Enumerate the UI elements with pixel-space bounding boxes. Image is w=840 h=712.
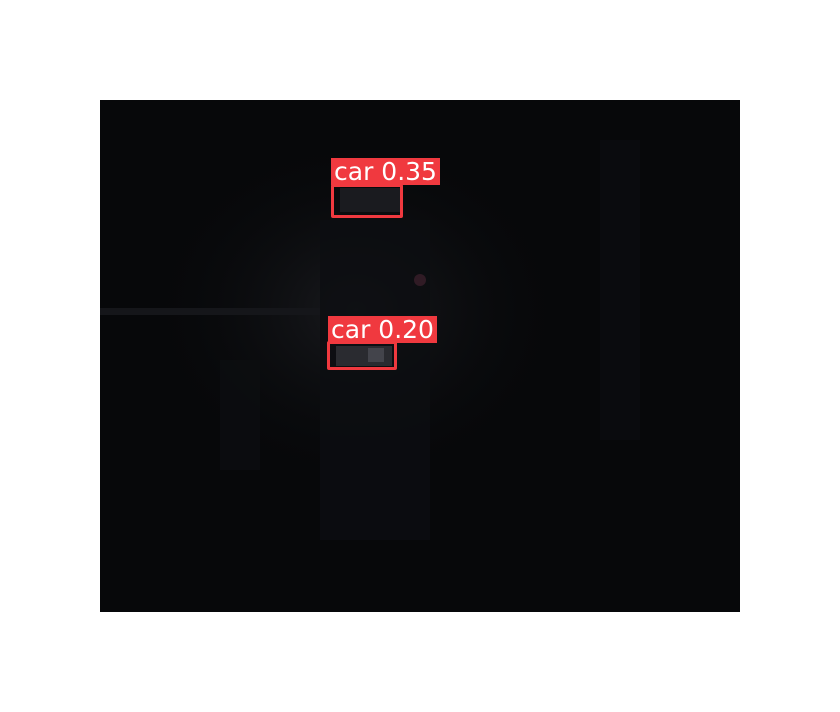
- detection-box-2: [327, 341, 397, 370]
- night-aerial-photo: car 0.35 car 0.20: [100, 100, 740, 612]
- car-silhouette: [340, 188, 402, 212]
- detection-score: 0.20: [378, 315, 434, 344]
- taillight: [414, 274, 426, 286]
- detection-box-1: [331, 184, 403, 218]
- detection-label-2: car 0.20: [328, 316, 437, 343]
- detection-score: 0.35: [381, 157, 437, 186]
- road-stripe: [100, 308, 320, 315]
- detection-class: car: [331, 315, 371, 344]
- detection-class: car: [334, 157, 374, 186]
- detection-label-1: car 0.35: [331, 158, 440, 185]
